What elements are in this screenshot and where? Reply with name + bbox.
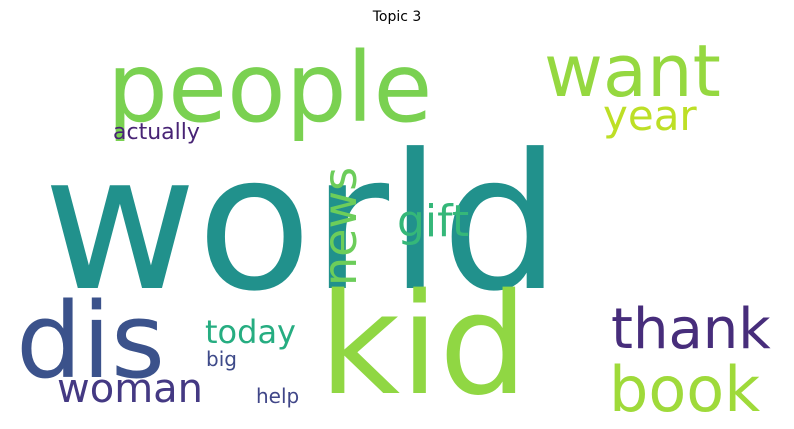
word-book: book <box>609 353 761 426</box>
word-big: big <box>206 347 237 371</box>
chart-title: Topic 3 <box>372 9 422 25</box>
word-cloud: world kid people dis want book thank wom… <box>16 26 777 427</box>
word-help: help <box>256 384 300 408</box>
word-thank: thank <box>611 297 771 362</box>
word-people: people <box>107 32 433 144</box>
word-actually: actually <box>113 120 200 145</box>
word-news: news <box>313 166 367 286</box>
word-world: world <box>43 114 561 333</box>
word-year: year <box>603 91 697 140</box>
word-dis: dis <box>16 280 166 402</box>
word-woman: woman <box>57 366 204 412</box>
word-gift: gift <box>397 196 470 247</box>
word-kid: kid <box>319 264 528 427</box>
word-want: want <box>544 29 721 113</box>
word-today: today <box>205 313 296 351</box>
